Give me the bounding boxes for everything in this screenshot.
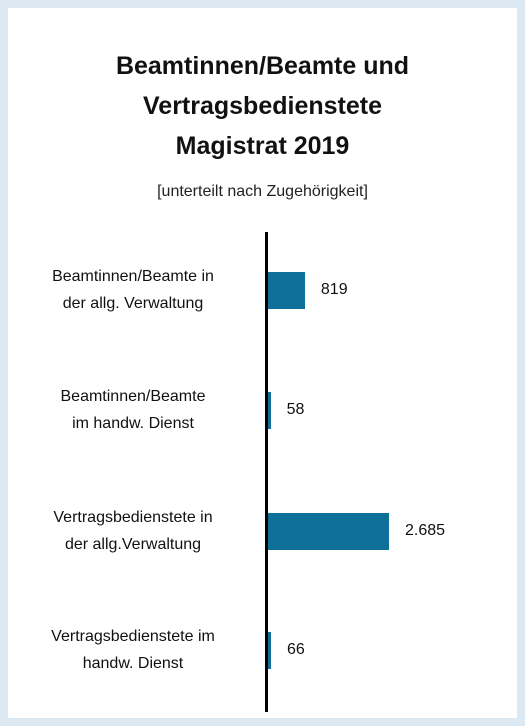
- bar: [268, 632, 271, 669]
- bar: [268, 392, 271, 429]
- category-label: Vertragsbedienstete in der allg.Verwaltu…: [53, 509, 213, 553]
- value-label: 66: [286, 641, 305, 658]
- chart-title: Beamtinnen/Beamte und Vertragsbedienstet…: [115, 52, 410, 160]
- category-label: Beamtinnen/Beamte in der allg. Verwaltun…: [52, 268, 214, 312]
- bar: [268, 272, 305, 309]
- value-label: 58: [286, 401, 305, 418]
- value-label: 2.685: [405, 522, 446, 539]
- chart-panel: Beamtinnen/Beamte und Vertragsbedienstet…: [8, 8, 517, 718]
- chart-subtitle: [unterteilt nach Zugehörigkeit]: [157, 183, 368, 200]
- category-label: Beamtinnen/Beamte im handw. Dienst: [60, 388, 206, 432]
- axis-line: [265, 232, 268, 712]
- category-label: Vertragsbedienstete im handw. Dienst: [51, 628, 215, 672]
- bar: [268, 513, 389, 550]
- value-label: 819: [320, 281, 348, 298]
